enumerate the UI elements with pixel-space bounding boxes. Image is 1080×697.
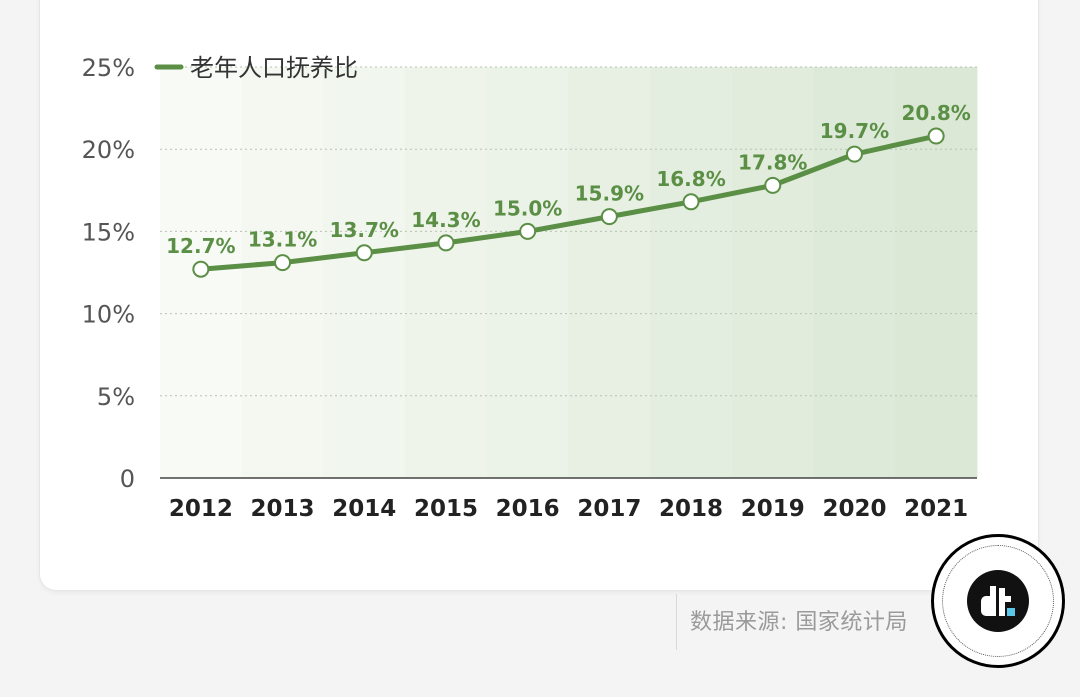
dt-logo-icon <box>981 586 1015 616</box>
data-point <box>274 254 292 272</box>
x-tick-label: 2013 <box>251 496 315 522</box>
data-label: 20.8% <box>901 101 970 125</box>
data-point <box>682 193 700 211</box>
logo-ring <box>942 545 1054 657</box>
y-tick-label: 20% <box>82 136 135 164</box>
x-tick-label: 2020 <box>822 496 886 522</box>
x-tick-label: 2015 <box>414 496 478 522</box>
data-point <box>437 234 455 252</box>
source-divider <box>676 594 957 650</box>
column-band <box>568 67 651 478</box>
data-point <box>600 208 618 226</box>
y-tick-label: 15% <box>82 218 135 246</box>
series-line <box>198 133 939 272</box>
x-tick-label: 2018 <box>659 496 723 522</box>
column-band <box>241 67 324 478</box>
x-tick-label: 2014 <box>332 496 396 522</box>
data-point <box>192 260 210 278</box>
data-label: 19.7% <box>820 119 889 143</box>
data-point <box>927 127 945 145</box>
data-label: 15.0% <box>493 196 562 220</box>
data-label: 13.1% <box>248 228 317 252</box>
column-band <box>405 67 488 478</box>
y-tick-label: 25% <box>82 54 135 82</box>
data-point <box>355 244 373 262</box>
y-tick-label: 10% <box>82 301 135 329</box>
x-tick-label: 2012 <box>169 496 233 522</box>
data-label: 13.7% <box>330 218 399 242</box>
data-point <box>845 145 863 163</box>
x-tick-label: 2019 <box>741 496 805 522</box>
legend-label: 老年人口抚养比 <box>190 54 358 82</box>
data-label: 12.7% <box>166 234 235 258</box>
x-tick-label: 2017 <box>577 496 641 522</box>
data-label: 14.3% <box>411 208 480 232</box>
column-band <box>323 67 406 478</box>
data-source: 数据来源: 国家统计局 <box>690 610 908 635</box>
data-label: 16.8% <box>656 167 725 191</box>
x-tick-label: 2016 <box>496 496 560 522</box>
data-label: 15.9% <box>575 182 644 206</box>
column-band <box>650 67 733 478</box>
column-band <box>813 67 896 478</box>
brand-logo-mark <box>967 570 1029 632</box>
y-tick-label: 0 <box>120 465 135 493</box>
y-tick-label: 5% <box>97 383 135 411</box>
x-tick-label: 2021 <box>904 496 968 522</box>
data-point <box>764 176 782 194</box>
column-band <box>486 67 569 478</box>
data-label: 17.8% <box>738 150 807 174</box>
column-band <box>731 67 815 478</box>
data-point <box>519 222 537 240</box>
